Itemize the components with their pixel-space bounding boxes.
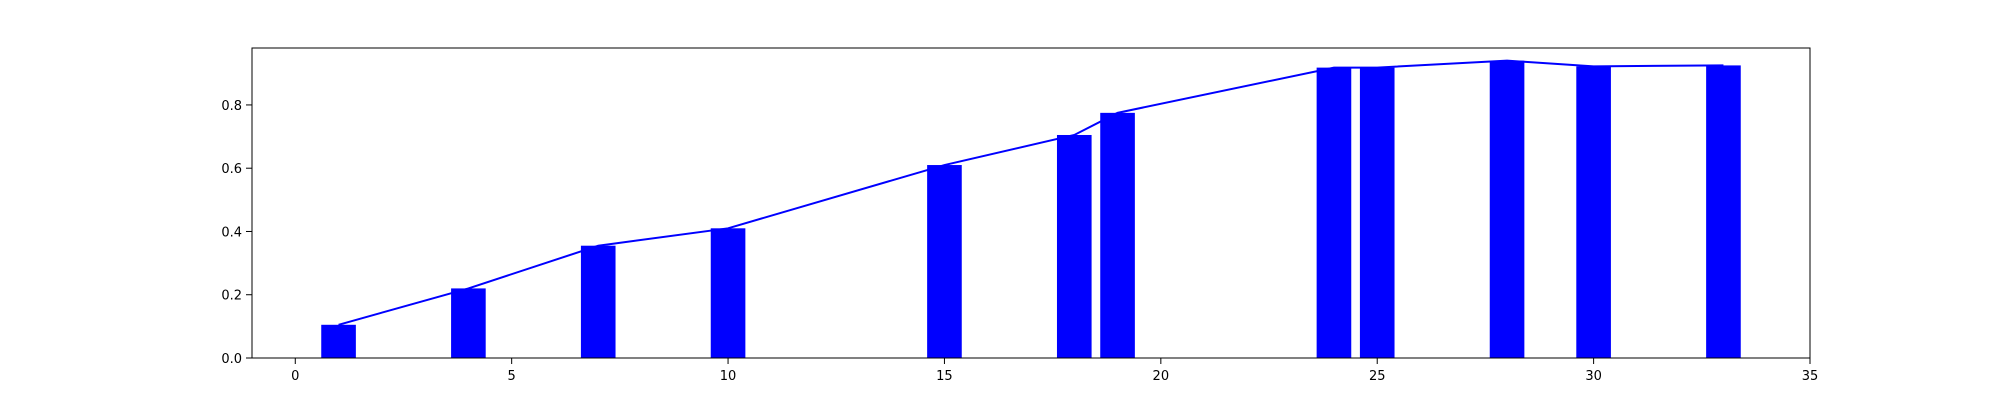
y-tick-label-0.2: 0.2 <box>221 289 242 304</box>
x-tick-label-5: 5 <box>508 369 516 384</box>
bar-10 <box>710 228 746 358</box>
bar-7 <box>580 245 616 358</box>
x-tick-label-15: 15 <box>936 369 953 384</box>
bar-15 <box>927 165 962 358</box>
bar-1 <box>321 324 356 358</box>
y-tick-label-0.6: 0.6 <box>221 162 242 177</box>
x-tick-label-25: 25 <box>1369 369 1386 384</box>
bar-25 <box>1359 67 1395 358</box>
y-tick-label-0: 0.0 <box>221 352 242 367</box>
y-tick-label-0.4: 0.4 <box>221 225 242 240</box>
bar-19 <box>1100 112 1135 358</box>
x-tick-label-10: 10 <box>720 369 737 384</box>
bar-4 <box>451 288 486 358</box>
line-layer <box>338 59 1724 326</box>
axes-group: 0 5 10 15 20 25 30 35 0.0 0.2 0.4 0.6 0.8 <box>221 47 1819 384</box>
bar-28 <box>1489 60 1525 358</box>
plot-frame <box>251 47 1811 359</box>
x-tick-label-20: 20 <box>1153 369 1170 384</box>
bar-30 <box>1576 66 1611 359</box>
x-tick-label-30: 30 <box>1585 369 1602 384</box>
x-tick-label-0: 0 <box>291 369 299 384</box>
bar-18 <box>1056 134 1092 358</box>
bar-24 <box>1316 67 1352 358</box>
bar-33 <box>1706 65 1741 359</box>
x-tick-label-35: 35 <box>1802 369 1819 384</box>
series-line <box>338 59 1724 326</box>
y-tick-label-0.8: 0.8 <box>221 99 242 114</box>
bars-group <box>321 60 1741 359</box>
